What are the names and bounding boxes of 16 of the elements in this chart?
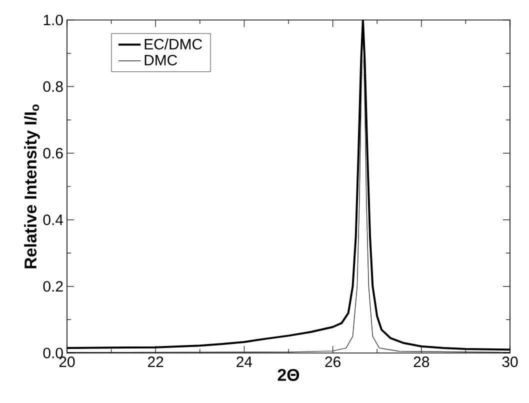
x-tick-label: 22 (148, 356, 164, 367)
x-tick-label: 24 (236, 356, 252, 367)
x-tick-label: 30 (502, 356, 518, 368)
text: Relative Intensity I/I$_{o}$ (24, 104, 40, 268)
y-tick-label: 0.0 (43, 348, 63, 358)
y-tick-label: 0.4 (43, 214, 64, 226)
y-tick-label: 0.8 (43, 81, 63, 92)
y-tick-label: 0.2 (43, 281, 63, 292)
legend-label: EC/DMC (144, 38, 202, 50)
y-tick-label: 0.6 (43, 148, 63, 158)
x-tick-label: 20 (59, 356, 75, 368)
x-tick-label: 28 (414, 356, 430, 368)
x-tick-label: 26 (325, 356, 340, 368)
legend-label: DMC (144, 54, 178, 66)
y-tick-label: 1.0 (44, 14, 63, 26)
x-axis-title: 2Θ (278, 368, 300, 381)
